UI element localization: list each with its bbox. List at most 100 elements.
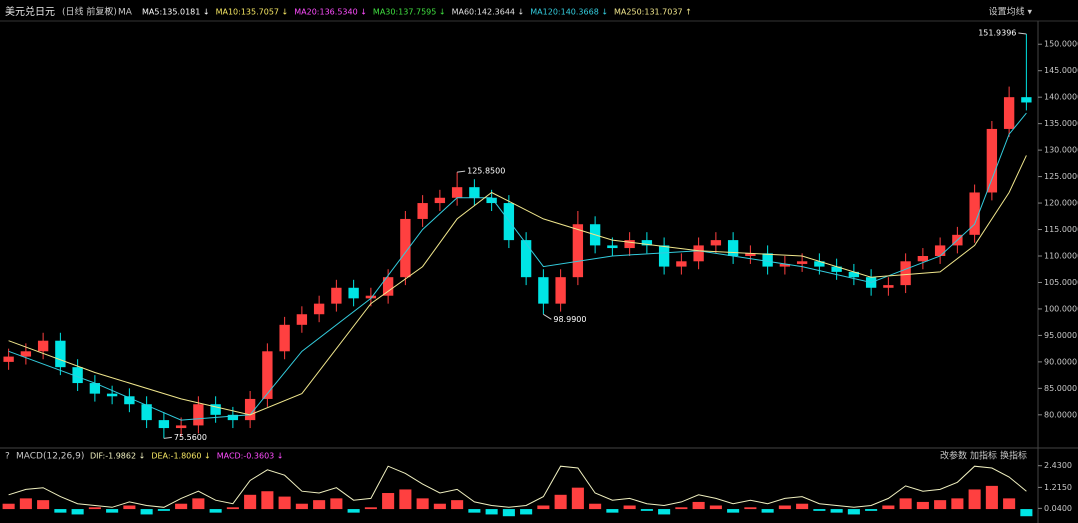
candle-body (3, 356, 14, 362)
macd-bar (209, 509, 222, 513)
candle-body (779, 263, 791, 267)
y-tick-label: 80.0000 (1044, 410, 1077, 419)
candle-body (417, 203, 428, 219)
candle-body (434, 197, 446, 204)
legend-entry: DIF:-1.9862 ↓ (90, 452, 145, 461)
legend-entry: MA250:131.7037 ↑ (614, 8, 692, 17)
macd-bar (485, 509, 498, 515)
legend-entry: MACD:-0.3603 ↓ (217, 452, 284, 461)
candle-body (727, 240, 739, 256)
macd-bar (916, 501, 929, 510)
macd-bar (192, 498, 205, 510)
chart-subtitle: (日线 前复权) (62, 6, 117, 18)
macd-bar (537, 505, 550, 510)
ma-label: MA (118, 8, 133, 18)
y-tick-label: 150.0000 (1044, 40, 1078, 49)
macd-bar (606, 509, 619, 513)
legend-entry: MA10:135.7057 ↓ (216, 8, 289, 17)
macd-bar (382, 493, 395, 510)
macd-bar (2, 503, 15, 510)
candle-body (969, 192, 980, 235)
macd-bar (554, 494, 567, 510)
macd-bar (19, 498, 32, 510)
annotation-leader (163, 436, 172, 439)
candle-body (676, 261, 687, 267)
annotation-leader (1018, 32, 1027, 35)
macd-bar (727, 509, 740, 513)
candle-body (175, 425, 187, 429)
candle-body (382, 277, 394, 296)
candle-body (693, 245, 704, 262)
candle-body (210, 404, 221, 415)
legend-entry: MA120:140.3668 ↓ (530, 8, 608, 17)
macd-title: MACD(12,26,9) (16, 452, 84, 462)
macd-help[interactable]: ? (5, 452, 10, 462)
y-tick-label: 110.0000 (1044, 252, 1078, 261)
candle-body (400, 218, 411, 278)
macd-bar (968, 489, 981, 510)
macd-bar (123, 505, 136, 510)
y-tick-label: 145.0000 (1044, 66, 1078, 75)
macd-bar (865, 509, 878, 511)
macd-bar (88, 507, 101, 510)
macd-bar (985, 485, 998, 510)
indicator-line (8, 112, 1027, 421)
candle-body (331, 287, 342, 304)
candle-body (313, 303, 325, 315)
y-tick-label: 130.0000 (1044, 146, 1078, 155)
annotation: 125.8500 (467, 167, 505, 176)
legend-entry: MA5:135.0181 ↓ (142, 8, 210, 17)
candle-body (814, 261, 825, 267)
macd-bar (433, 503, 446, 510)
candle-body (796, 261, 808, 264)
macd-bar (278, 496, 291, 510)
indicator-button[interactable]: 改参数 (940, 450, 967, 462)
macd-bar (175, 503, 188, 510)
candle-body (572, 224, 584, 278)
macd-bar (54, 509, 67, 513)
candle-body (141, 404, 152, 421)
y-tick-label: 140.0000 (1044, 93, 1078, 102)
candle-body (55, 340, 66, 368)
macd-bar (951, 498, 964, 510)
macd-bar (399, 489, 412, 510)
candle-body (1003, 97, 1015, 129)
candle-body (762, 253, 773, 267)
y-tick-label: 120.0000 (1044, 199, 1078, 208)
candle-body (848, 271, 860, 278)
macd-bar (571, 487, 584, 510)
candle-body (1021, 97, 1032, 103)
macd-bar (330, 498, 343, 510)
settings-button[interactable]: 设置均线 ▾ (989, 6, 1033, 18)
candle-body (158, 420, 170, 429)
candle-body (296, 314, 308, 325)
y-tick-label: 105.0000 (1044, 278, 1078, 287)
macd-bar (709, 505, 722, 510)
macd-bar (416, 498, 429, 510)
macd-bar (934, 500, 947, 510)
candle-body (72, 367, 83, 384)
macd-bar (813, 509, 826, 511)
y-tick-label: 0.0400 (1044, 504, 1072, 513)
indicator-button[interactable]: 加指标 (970, 450, 997, 462)
candle-body (106, 393, 118, 397)
legend-entry: MA30:137.7595 ↓ (373, 8, 446, 17)
help-icon[interactable]: ? (106, 8, 111, 18)
y-tick-label: 125.0000 (1044, 172, 1078, 181)
candle-body (469, 187, 480, 198)
macd-bar (882, 505, 895, 510)
macd-bar (744, 507, 757, 510)
candle-body (883, 285, 894, 288)
candle-body (520, 240, 532, 278)
macd-bar (640, 509, 653, 511)
y-tick-label: 1.2150 (1044, 483, 1072, 492)
y-tick-label: 2.4300 (1044, 461, 1072, 470)
indicator-button[interactable]: 换指标 (1000, 450, 1027, 462)
candle-body (227, 414, 239, 421)
annotation-leader (457, 170, 466, 173)
candle-body (538, 277, 549, 304)
macd-bar (313, 500, 326, 510)
macd-bar (71, 509, 84, 515)
indicator-line (8, 465, 1027, 508)
